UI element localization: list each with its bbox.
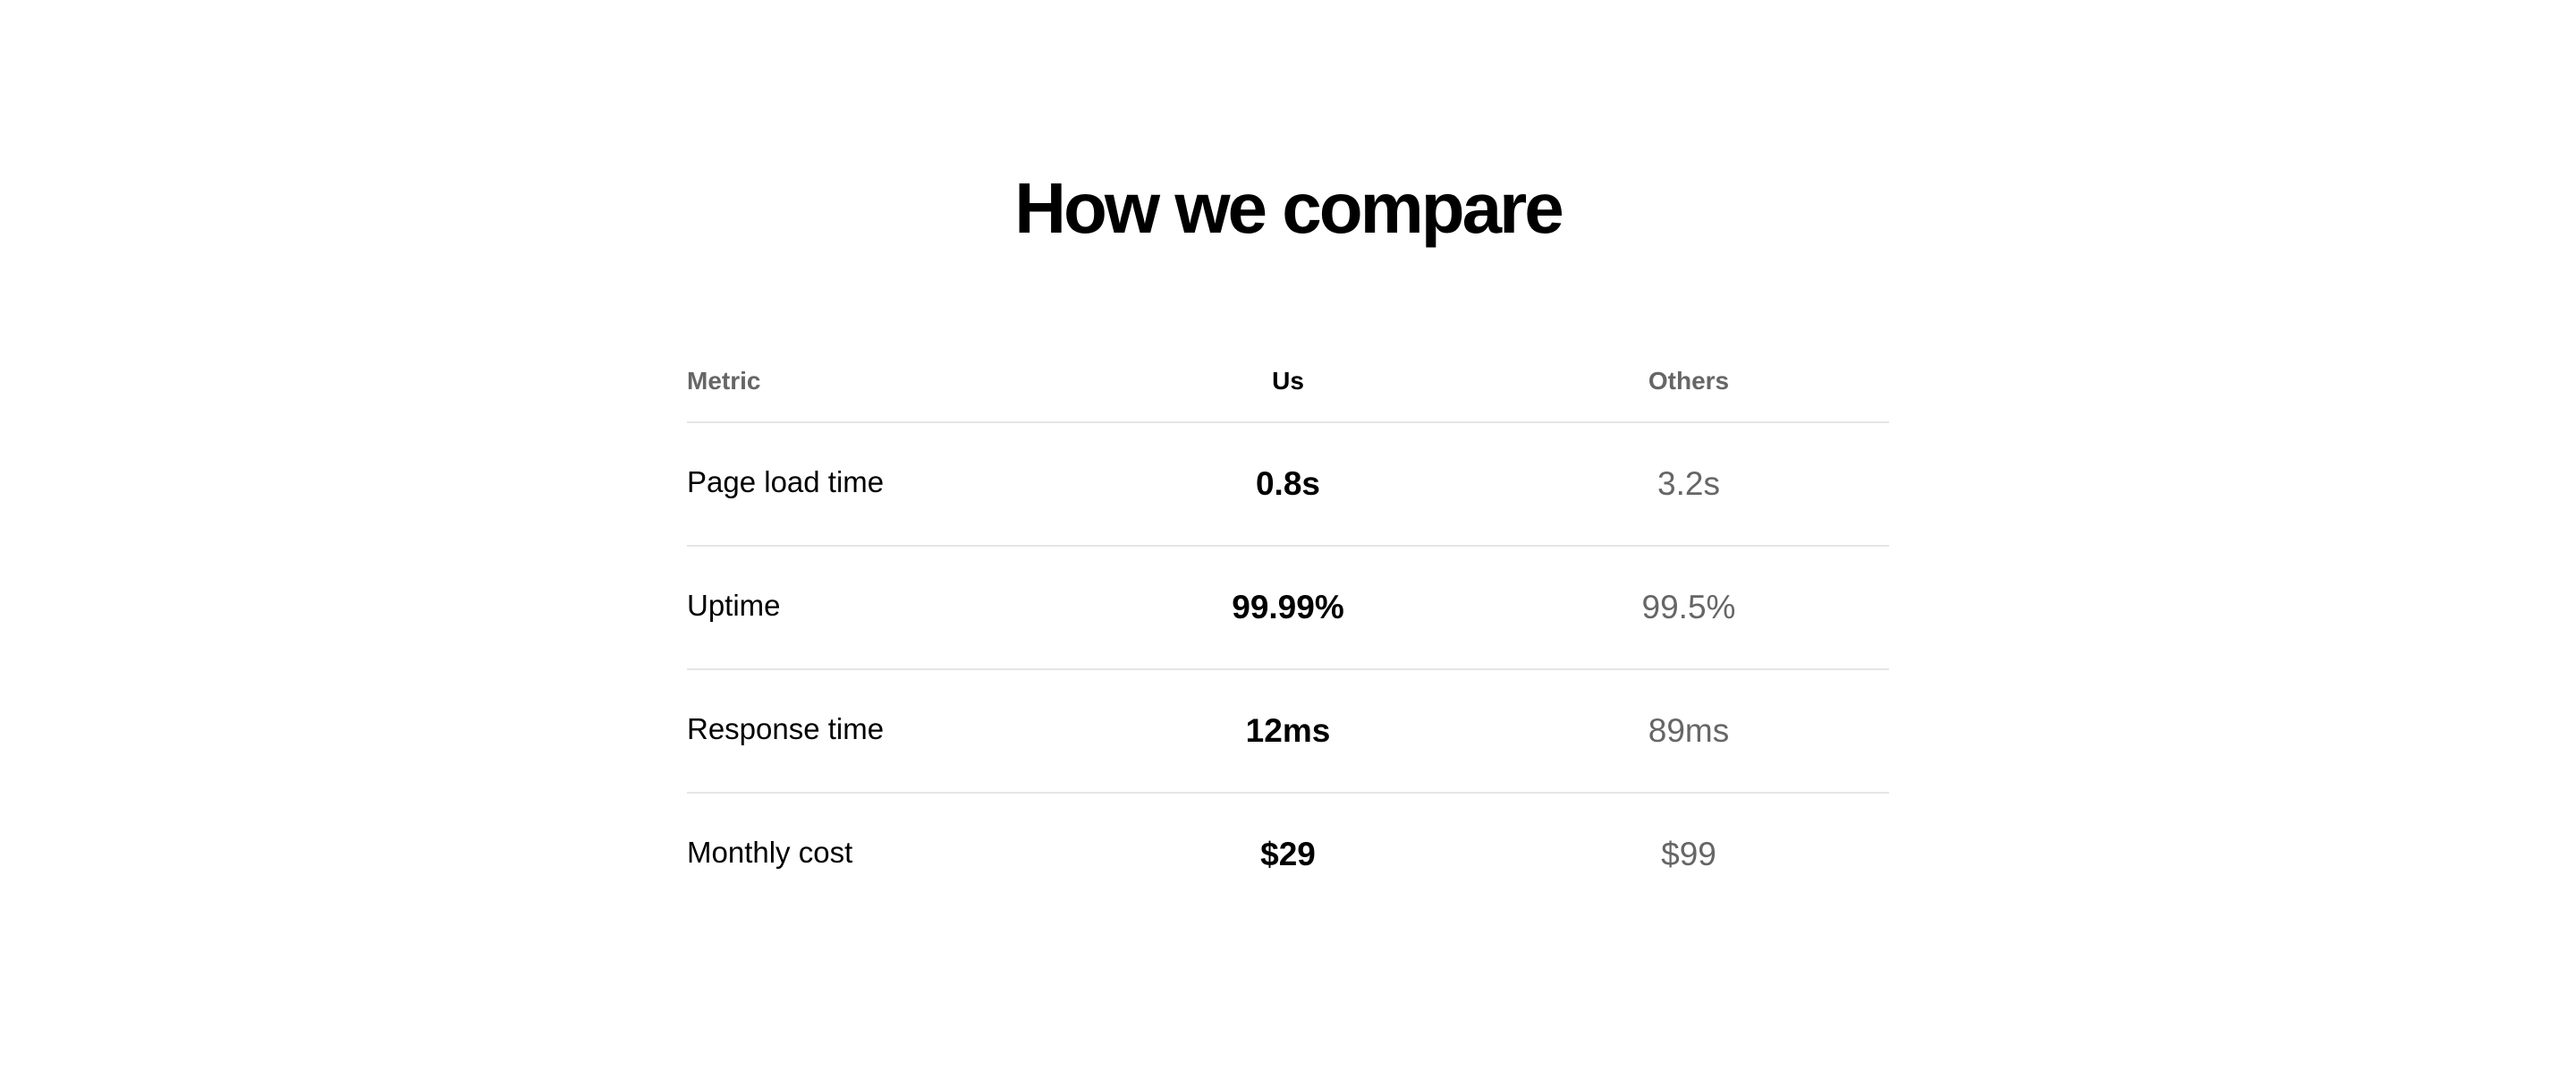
metric-label: Response time: [687, 712, 885, 745]
page-title: How we compare: [1014, 168, 1564, 248]
table-row: Uptime 99.99% 99.5%: [687, 547, 1889, 670]
table-row: Monthly cost $29 $99: [687, 794, 1889, 915]
metric-label: Page load time: [687, 465, 885, 498]
others-value: $99: [1661, 836, 1716, 872]
header-metric: Metric: [687, 366, 761, 395]
metric-label: Uptime: [687, 589, 781, 622]
comparison-table: Metric Us Others Page load time 0.8s 3.2…: [687, 340, 1889, 915]
header-us: Us: [1272, 366, 1304, 395]
us-value: 0.8s: [1255, 465, 1320, 502]
others-value: 3.2s: [1657, 465, 1720, 502]
table-row: Page load time 0.8s 3.2s: [687, 423, 1889, 547]
header-others: Others: [1648, 366, 1730, 395]
table-header: Metric Us Others: [687, 340, 1889, 423]
metric-label: Monthly cost: [687, 836, 853, 869]
us-value: 12ms: [1245, 712, 1331, 749]
table-row: Response time 12ms 89ms: [687, 670, 1889, 794]
others-value: 99.5%: [1641, 589, 1736, 625]
others-value: 89ms: [1648, 712, 1730, 749]
us-value: 99.99%: [1232, 589, 1344, 625]
us-value: $29: [1260, 836, 1316, 872]
